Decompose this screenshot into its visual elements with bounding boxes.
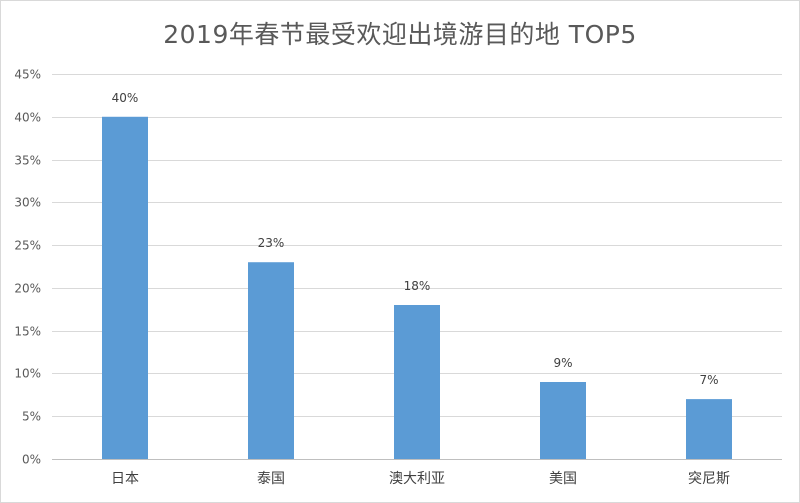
category-label: 澳大利亚 bbox=[389, 471, 445, 487]
category-label: 泰国 bbox=[257, 471, 285, 487]
bar-4 bbox=[686, 399, 732, 459]
bar-2 bbox=[394, 305, 440, 459]
bar-1 bbox=[248, 262, 294, 459]
data-label: 9% bbox=[553, 356, 572, 370]
data-label: 40% bbox=[112, 91, 139, 105]
category-label: 日本 bbox=[111, 471, 139, 487]
bar-0 bbox=[102, 116, 148, 460]
data-label: 7% bbox=[699, 373, 718, 387]
category-label: 突尼斯 bbox=[688, 471, 730, 487]
chart-title: 2019年春节最受欢迎出境游目的地 TOP5 bbox=[163, 20, 637, 49]
y-tick-label: 15% bbox=[14, 325, 41, 339]
y-tick-label: 10% bbox=[14, 367, 41, 381]
data-label: 23% bbox=[258, 236, 285, 250]
y-tick-label: 30% bbox=[14, 196, 41, 210]
y-tick-label: 5% bbox=[22, 410, 41, 424]
y-tick-label: 40% bbox=[14, 111, 41, 125]
category-label: 美国 bbox=[549, 471, 577, 487]
y-tick-label: 20% bbox=[14, 282, 41, 296]
y-tick-label: 0% bbox=[22, 453, 41, 467]
y-tick-label: 25% bbox=[14, 239, 41, 253]
bar-3 bbox=[540, 382, 586, 459]
y-tick-label: 45% bbox=[14, 68, 41, 82]
data-label: 18% bbox=[404, 279, 431, 293]
y-tick-label: 35% bbox=[14, 154, 41, 168]
